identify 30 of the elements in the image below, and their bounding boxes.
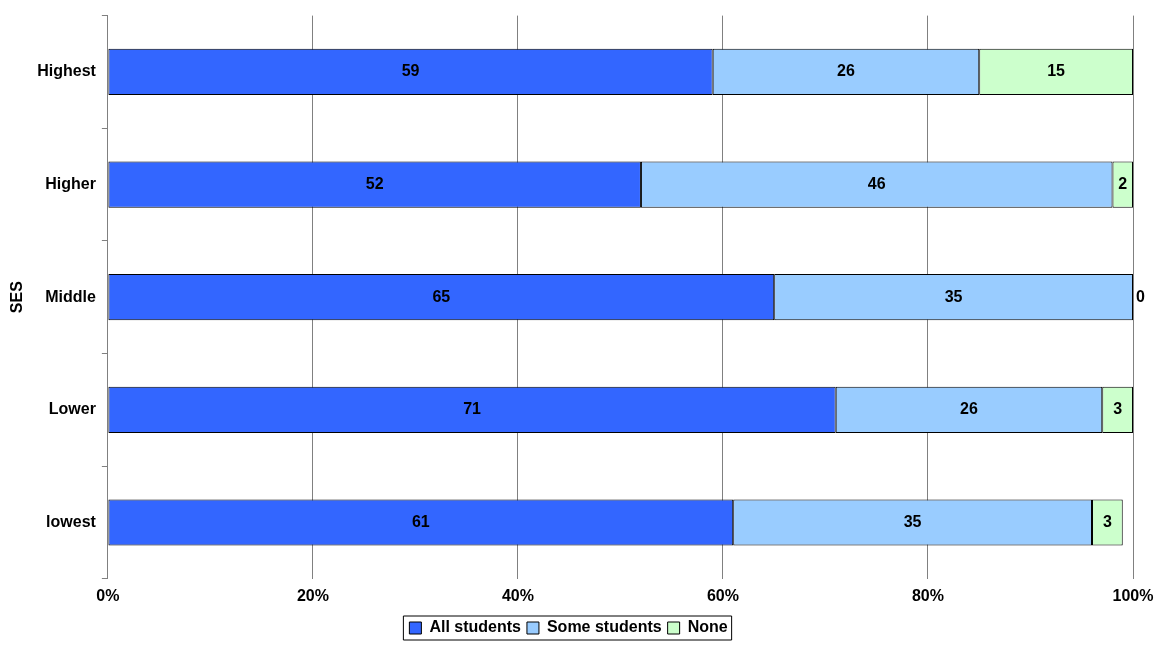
x-tick-label: 20% xyxy=(296,586,329,604)
data-label: 35 xyxy=(944,287,963,305)
data-label: 0 xyxy=(1136,287,1145,305)
x-tick-label: 80% xyxy=(911,586,944,604)
data-label: 2 xyxy=(1118,174,1128,192)
data-label: 15 xyxy=(1047,62,1066,80)
data-label: 65 xyxy=(432,287,451,305)
legend-label: None xyxy=(687,618,728,636)
data-label: 46 xyxy=(867,174,886,192)
x-tick-label: 100% xyxy=(1112,586,1154,604)
x-tick-label: 60% xyxy=(706,586,739,604)
y-tick-label: lowest xyxy=(46,512,97,530)
x-tick-label: 40% xyxy=(501,586,534,604)
data-label: 26 xyxy=(837,62,855,80)
x-tick-label: 0% xyxy=(96,586,120,604)
y-axis-title: SES xyxy=(8,280,26,314)
data-label: 52 xyxy=(365,174,384,192)
data-label: 35 xyxy=(903,512,922,530)
legend-label: Some students xyxy=(546,618,662,636)
data-label: 26 xyxy=(960,400,978,418)
data-label: 3 xyxy=(1102,512,1112,530)
y-tick-label: Lower xyxy=(48,400,96,418)
y-tick-label: Highest xyxy=(37,62,97,80)
y-tick-label: Middle xyxy=(45,287,96,305)
data-label: 61 xyxy=(411,512,430,530)
y-tick-label: Higher xyxy=(45,174,96,192)
data-label: 3 xyxy=(1113,400,1123,418)
legend-label: All students xyxy=(429,618,522,636)
data-label: 71 xyxy=(463,400,482,418)
data-label: 59 xyxy=(401,62,420,80)
